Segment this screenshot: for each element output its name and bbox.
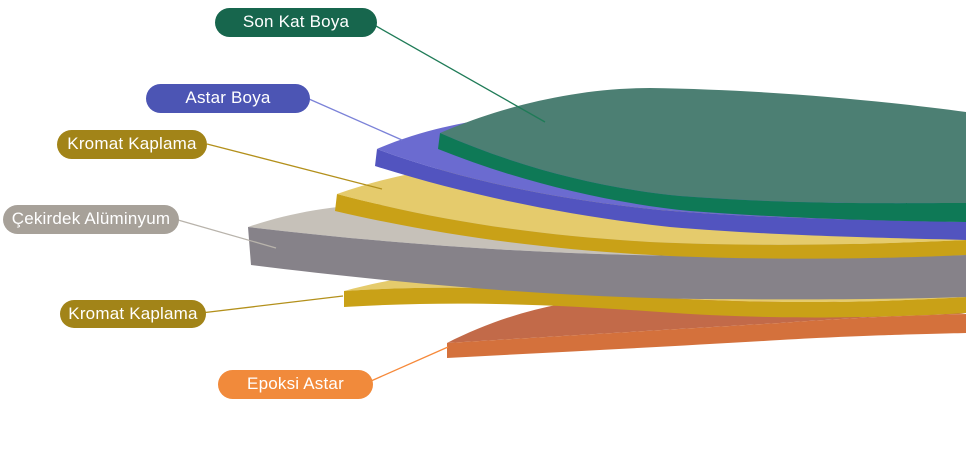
label-pill-son-kat-boya: Son Kat Boya (215, 8, 377, 37)
leader-line-cekirdek-aluminyum (177, 219, 277, 249)
layer-cekirdek-aluminyum-front-edge (248, 227, 966, 300)
layer-epoksi-astar-front-edge (447, 314, 966, 358)
layer-astar-boya-front-edge (375, 149, 966, 240)
leader-line-astar-boya (308, 98, 403, 141)
leader-line-kromat-kaplama-ust (206, 143, 383, 190)
label-pill-cekirdek-aluminyum: Çekirdek Alüminyum (3, 205, 179, 234)
layer-son-kat-boya-top-face (440, 88, 966, 204)
label-text-cekirdek-aluminyum: Çekirdek Alüminyum (11, 209, 171, 228)
layer-kromat-kaplama-ust-front-edge (335, 194, 966, 259)
layer-kromat-kaplama-alt-front-edge (344, 287, 966, 318)
label-text-kromat-kaplama-ust: Kromat Kaplama (67, 134, 197, 153)
layer-son-kat-boya-front-edge (438, 133, 966, 222)
label-text-kromat-kaplama-alt: Kromat Kaplama (68, 303, 198, 323)
leader-line-epoksi-astar (370, 346, 449, 382)
label-text-son-kat-boya: Son Kat Boya (242, 12, 350, 31)
leader-line-son-kat-boya (375, 25, 546, 123)
label-pill-astar-boya: Astar Boya (146, 84, 310, 113)
label-pill-kromat-kaplama-ust: Kromat Kaplama (57, 130, 207, 159)
label-pill-epoksi-astar: Epoksi Astar (218, 370, 373, 399)
label-text-epoksi-astar: Epoksi Astar (247, 374, 344, 393)
leader-line-kromat-kaplama-alt (200, 295, 344, 314)
label-pill-kromat-kaplama-alt: Kromat Kaplama (60, 300, 206, 328)
label-text-astar-boya: Astar Boya (185, 88, 271, 107)
